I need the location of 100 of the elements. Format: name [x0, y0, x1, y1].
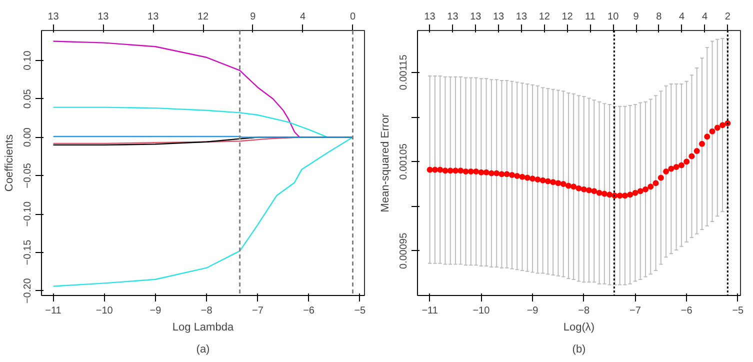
text: 8: [656, 12, 662, 22]
y-tick-label: −0.20: [22, 278, 34, 304]
point: [524, 174, 530, 181]
point: [616, 192, 623, 199]
point: [627, 192, 634, 198]
x-tick-label: −10: [96, 306, 114, 316]
point: [622, 192, 628, 199]
point: [648, 184, 654, 190]
point: [642, 186, 648, 192]
point: [447, 168, 454, 174]
y-axis-title: Mean-squared Error: [380, 113, 392, 212]
y-tick-label: 0.00105: [398, 143, 410, 180]
point: [437, 166, 444, 173]
text: 12: [562, 12, 574, 22]
point: [720, 122, 726, 128]
text: 13: [492, 12, 505, 22]
y-tick-label: 0.00095: [398, 232, 410, 269]
text: 13: [447, 12, 459, 22]
point: [684, 158, 690, 165]
text: 9: [250, 12, 256, 22]
point: [473, 168, 480, 174]
point: [652, 180, 659, 186]
point: [709, 128, 716, 134]
point: [658, 174, 664, 181]
point: [596, 190, 602, 196]
text: 13: [48, 12, 60, 22]
point: [606, 192, 613, 198]
x-tick-label: −8: [200, 306, 213, 316]
point: [694, 148, 700, 154]
point: [668, 166, 674, 172]
point: [580, 186, 587, 192]
point: [478, 169, 484, 176]
point: [637, 188, 644, 194]
point: [673, 164, 680, 170]
point: [468, 168, 474, 174]
text: 13: [424, 12, 436, 22]
point: [550, 179, 556, 186]
point: [504, 171, 510, 178]
point: [601, 190, 608, 197]
x-tick-label: −6: [303, 306, 315, 316]
point: [432, 166, 438, 173]
point: [576, 185, 582, 192]
x-tick-label: −11: [422, 306, 438, 316]
x-tick-label: −8: [578, 306, 590, 316]
x-tick-label: −9: [526, 306, 539, 316]
y-axis-title: Coefficients: [4, 134, 16, 192]
x-tick-label: −5: [732, 306, 744, 316]
text: 13: [148, 12, 160, 22]
x-tick-label: −7: [252, 306, 264, 316]
point: [555, 180, 562, 186]
y-tick-label: −0.05: [22, 162, 34, 188]
point: [698, 140, 705, 147]
y-tick-label: −0.10: [22, 200, 34, 227]
y-tick-label: −0.15: [22, 239, 34, 266]
y-tick-label: 0.00115: [398, 54, 410, 90]
point: [508, 172, 515, 178]
x-tick-label: −6: [680, 306, 693, 316]
text: (b): [572, 344, 586, 356]
point: [714, 124, 720, 131]
text: 0: [350, 12, 356, 22]
y-tick-label: 0.00: [22, 127, 34, 147]
point: [426, 166, 433, 173]
point: [488, 170, 494, 176]
point: [540, 177, 546, 184]
point: [452, 168, 458, 174]
x-tick-label: −11: [45, 306, 62, 316]
x-axis-title: Log Lambda: [172, 322, 234, 334]
point: [514, 172, 520, 179]
text: 12: [538, 12, 550, 22]
point: [519, 174, 526, 180]
point: [586, 187, 592, 194]
text: 13: [516, 12, 528, 22]
y-tick-label: 0.10: [22, 50, 34, 70]
point: [560, 180, 566, 187]
point: [534, 176, 541, 182]
x-tick-label: −10: [472, 306, 490, 316]
point: [632, 190, 638, 196]
text: 4: [702, 12, 708, 22]
point: [530, 176, 536, 182]
text: 4: [300, 12, 306, 22]
point: [591, 188, 598, 194]
x-axis-title: Log(λ): [563, 322, 595, 334]
text: 4: [679, 12, 686, 22]
point: [442, 168, 448, 174]
text: 10: [608, 12, 620, 22]
text: 13: [470, 12, 482, 22]
x-tick-label: −7: [630, 306, 642, 316]
y-tick-label: 0.05: [22, 88, 34, 109]
text: 9: [633, 12, 640, 22]
text: 2: [724, 12, 731, 22]
point: [498, 171, 505, 178]
point: [494, 170, 500, 176]
point: [462, 168, 469, 174]
x-tick-label: −5: [354, 306, 366, 316]
point: [678, 162, 684, 168]
point: [458, 168, 464, 174]
x-tick-label: −9: [150, 306, 162, 316]
point: [565, 182, 572, 189]
text: 13: [98, 12, 110, 22]
point: [663, 168, 670, 174]
